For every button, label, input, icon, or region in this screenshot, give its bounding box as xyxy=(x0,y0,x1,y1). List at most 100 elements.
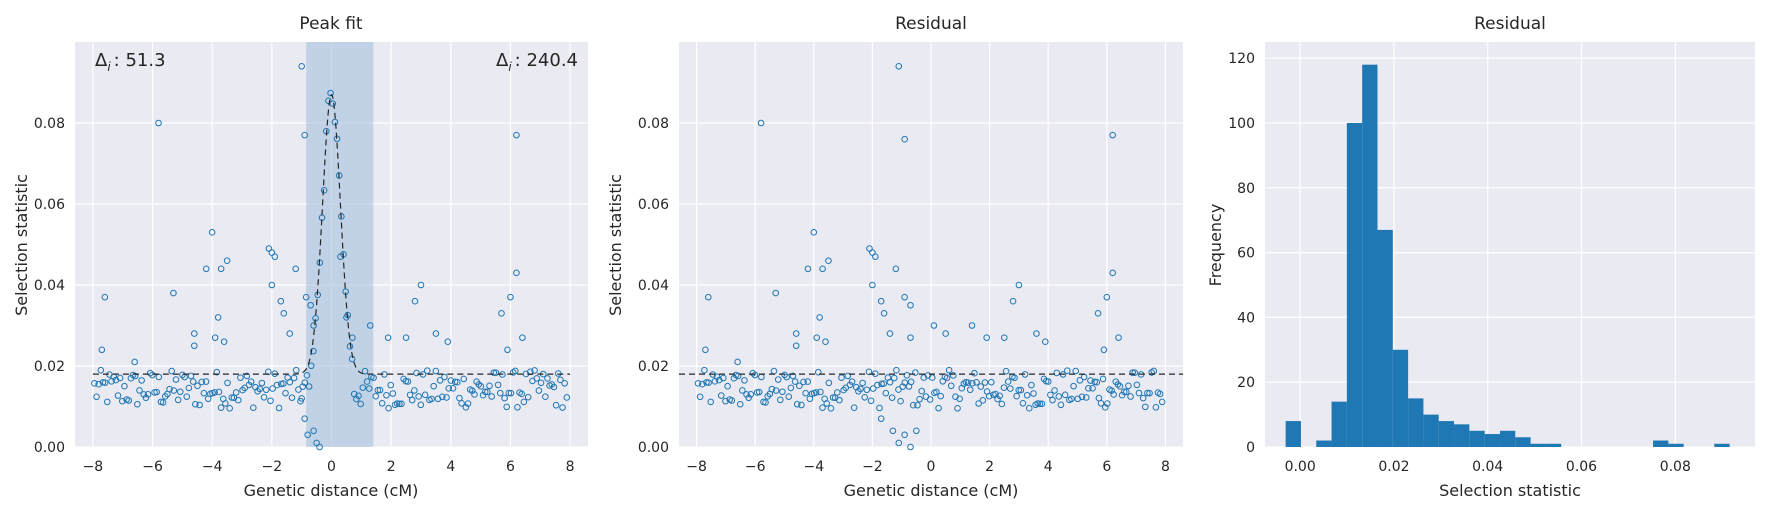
y-axis-label: Selection statistic xyxy=(606,174,625,316)
data-point xyxy=(1156,390,1164,398)
data-point xyxy=(720,374,727,382)
data-point xyxy=(194,382,201,390)
data-point xyxy=(275,404,283,412)
data-point xyxy=(1033,330,1040,337)
data-point xyxy=(187,372,195,380)
data-point xyxy=(471,391,478,398)
data-point xyxy=(224,379,231,387)
data-point xyxy=(1109,131,1116,139)
data-point xyxy=(282,389,289,397)
data-point xyxy=(895,439,903,447)
data-point xyxy=(969,379,976,387)
data-point xyxy=(359,384,367,391)
data-point xyxy=(166,385,173,393)
data-point xyxy=(1152,403,1160,411)
data-point xyxy=(772,289,779,297)
data-point xyxy=(484,388,491,396)
x-tick-label: −2 xyxy=(262,459,283,475)
data-point xyxy=(353,395,360,403)
data-point xyxy=(1038,400,1046,408)
data-point xyxy=(363,378,371,385)
data-point xyxy=(836,396,843,404)
data-point xyxy=(533,375,541,382)
data-point xyxy=(447,377,455,384)
histogram-bar xyxy=(1346,123,1363,447)
data-point xyxy=(185,384,193,392)
x-tick-label: 0.06 xyxy=(1566,459,1597,475)
data-point xyxy=(1000,384,1008,391)
data-point xyxy=(524,393,532,401)
data-point xyxy=(779,388,786,396)
data-point xyxy=(428,395,435,403)
data-point xyxy=(191,330,198,337)
data-point xyxy=(192,400,199,408)
data-point xyxy=(413,369,420,377)
data-point xyxy=(792,330,800,337)
data-point xyxy=(519,334,526,341)
data-point xyxy=(1068,395,1075,403)
data-point xyxy=(563,394,571,401)
data-point xyxy=(1100,346,1108,354)
data-point xyxy=(734,372,742,380)
y-tick-label: 120 xyxy=(1228,51,1255,67)
histogram-bars xyxy=(1285,64,1730,448)
svg-text:Δi: 51.3: Δi: 51.3 xyxy=(95,50,166,74)
data-point xyxy=(411,297,419,305)
data-point xyxy=(762,399,769,406)
data-point xyxy=(863,386,871,394)
data-point xyxy=(804,378,812,385)
delta-annotation-left: Δi: 51.3 xyxy=(95,50,166,74)
data-point xyxy=(131,358,138,366)
x-tick-label: 0.02 xyxy=(1378,459,1409,475)
data-point xyxy=(859,379,866,387)
data-point xyxy=(561,379,568,387)
data-point xyxy=(966,386,974,394)
data-point xyxy=(514,403,521,411)
data-point xyxy=(846,381,854,389)
x-axis-label: Genetic distance (cM) xyxy=(844,481,1019,500)
data-point xyxy=(237,374,244,381)
data-point xyxy=(838,374,845,381)
data-point xyxy=(537,379,545,387)
data-point xyxy=(98,346,106,354)
data-point xyxy=(1006,385,1014,392)
data-point xyxy=(1053,369,1061,377)
data-point xyxy=(298,395,305,402)
data-point xyxy=(1051,387,1058,394)
data-point xyxy=(310,347,317,355)
data-point xyxy=(844,372,852,380)
data-point xyxy=(170,289,177,297)
data-point xyxy=(438,393,446,401)
data-point xyxy=(125,397,133,404)
data-point xyxy=(950,372,957,379)
data-point xyxy=(198,378,206,386)
data-point xyxy=(99,379,107,386)
data-point xyxy=(1028,381,1035,389)
data-point xyxy=(462,404,470,411)
data-point xyxy=(772,387,780,394)
data-point xyxy=(749,369,757,377)
data-point xyxy=(513,131,520,139)
y-axis-label: Frequency xyxy=(1206,204,1225,287)
data-point xyxy=(793,400,801,408)
data-point xyxy=(913,427,920,435)
data-point xyxy=(1139,394,1147,402)
data-point xyxy=(945,366,953,374)
data-point xyxy=(743,391,750,398)
data-point xyxy=(385,404,392,412)
data-point xyxy=(903,372,911,379)
data-point xyxy=(877,297,885,305)
delta-annotation-right: Δi: 240.4 xyxy=(496,50,578,74)
data-point xyxy=(170,387,178,394)
data-point xyxy=(907,378,915,386)
data-point xyxy=(1116,383,1124,390)
data-point xyxy=(728,397,736,404)
data-point xyxy=(421,391,429,399)
data-point xyxy=(507,389,515,397)
data-point xyxy=(869,281,876,289)
data-point xyxy=(458,399,465,407)
data-point xyxy=(374,386,382,394)
data-point xyxy=(174,396,182,404)
data-point xyxy=(176,388,184,396)
data-point xyxy=(937,392,944,400)
